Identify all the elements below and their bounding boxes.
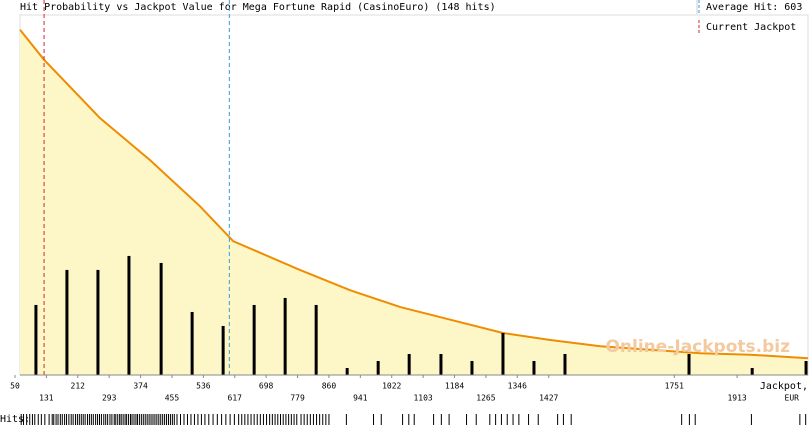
bar <box>470 360 474 375</box>
bar <box>687 353 691 375</box>
legend-label: Average Hit: 603 <box>706 2 802 13</box>
x-axis-label: Jackpot, <box>760 381 808 392</box>
bar <box>252 304 256 375</box>
x-tick-label: 698 <box>259 382 274 391</box>
bar <box>34 304 38 375</box>
x-tick-label: 293 <box>102 394 117 403</box>
fit-area <box>20 29 808 375</box>
x-tick-label: 1751 <box>665 382 684 391</box>
legend-text: Current Jackpot <box>706 22 796 33</box>
x-tick-label: 779 <box>290 394 305 403</box>
bar <box>407 353 411 375</box>
bar <box>439 353 443 375</box>
rug-label: Hits: <box>0 414 30 425</box>
bar <box>804 360 808 375</box>
x-tick-label: 1913 <box>727 394 746 403</box>
x-tick-label: 1346 <box>508 382 527 391</box>
x-tick-label: 1022 <box>382 382 401 391</box>
x-tick-label: 374 <box>133 382 148 391</box>
fit-line <box>19 29 809 360</box>
x-tick-label: 1427 <box>539 394 558 403</box>
bar <box>750 367 754 375</box>
chart-title: Hit Probability vs Jackpot Value for Meg… <box>20 2 496 13</box>
x-tick-label: 941 <box>353 394 368 403</box>
legend-text: Average Hit: <box>706 2 778 13</box>
bar <box>501 332 505 375</box>
x-tick-label: 617 <box>228 394 243 403</box>
x-tick-label: 1103 <box>413 394 432 403</box>
x-axis-label: EUR <box>785 394 800 403</box>
x-tick-label: 536 <box>196 382 211 391</box>
bar <box>96 269 100 375</box>
legend-value: 603 <box>784 2 802 13</box>
bar <box>345 367 349 375</box>
bar <box>532 360 536 375</box>
x-tick-label: 455 <box>165 394 180 403</box>
bar <box>190 311 194 375</box>
watermark: Online-Jackpots.biz <box>605 337 790 357</box>
x-tick-label: 860 <box>322 382 337 391</box>
x-tick-label: 131 <box>39 394 54 403</box>
x-tick-label: 1265 <box>476 394 495 403</box>
bar <box>221 325 225 375</box>
x-tick-label: 50 <box>10 382 20 391</box>
bar <box>159 262 163 375</box>
bar <box>376 360 380 375</box>
bar <box>283 297 287 375</box>
x-tick-label: 212 <box>71 382 86 391</box>
legend-label: Current Jackpot <box>706 22 796 33</box>
bar <box>127 255 131 375</box>
bar <box>563 353 567 375</box>
bar <box>65 269 69 375</box>
bar <box>314 304 318 375</box>
x-tick-label: 1184 <box>445 382 464 391</box>
